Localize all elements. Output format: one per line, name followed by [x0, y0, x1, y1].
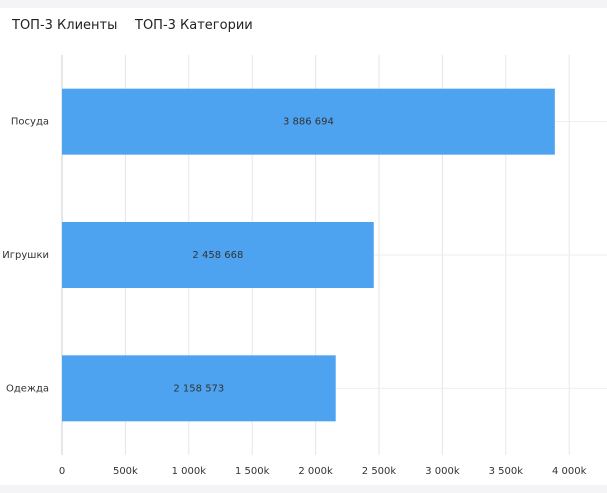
bottom-strip — [0, 485, 607, 493]
y-tick-label: Посуда — [11, 117, 49, 128]
x-tick-label: 500k — [113, 466, 138, 477]
y-tick-label: Одежда — [6, 383, 49, 394]
x-tick-label: 1 000k — [172, 466, 207, 477]
value-label: 3 886 694 — [283, 117, 334, 128]
x-tick-label: 2 500k — [362, 466, 397, 477]
bar — [62, 222, 374, 288]
x-tick-label: 2 000k — [298, 466, 333, 477]
y-tick-label: Игрушки — [2, 250, 49, 261]
tab[interactable]: ТОП-3 Клиенты — [12, 18, 118, 33]
top-strip — [0, 0, 607, 8]
x-tick-label: 4 000k — [552, 466, 587, 477]
value-label: 2 158 573 — [173, 383, 224, 394]
x-tick-label: 3 500k — [489, 466, 524, 477]
bar — [62, 88, 555, 155]
tab[interactable]: ТОП-3 Категории — [135, 18, 253, 33]
value-label: 2 458 668 — [192, 250, 243, 261]
x-tick-label: 1 500k — [235, 466, 270, 477]
x-tick-label: 0 — [59, 466, 65, 477]
bar — [62, 355, 336, 422]
x-tick-label: 3 000k — [425, 466, 460, 477]
